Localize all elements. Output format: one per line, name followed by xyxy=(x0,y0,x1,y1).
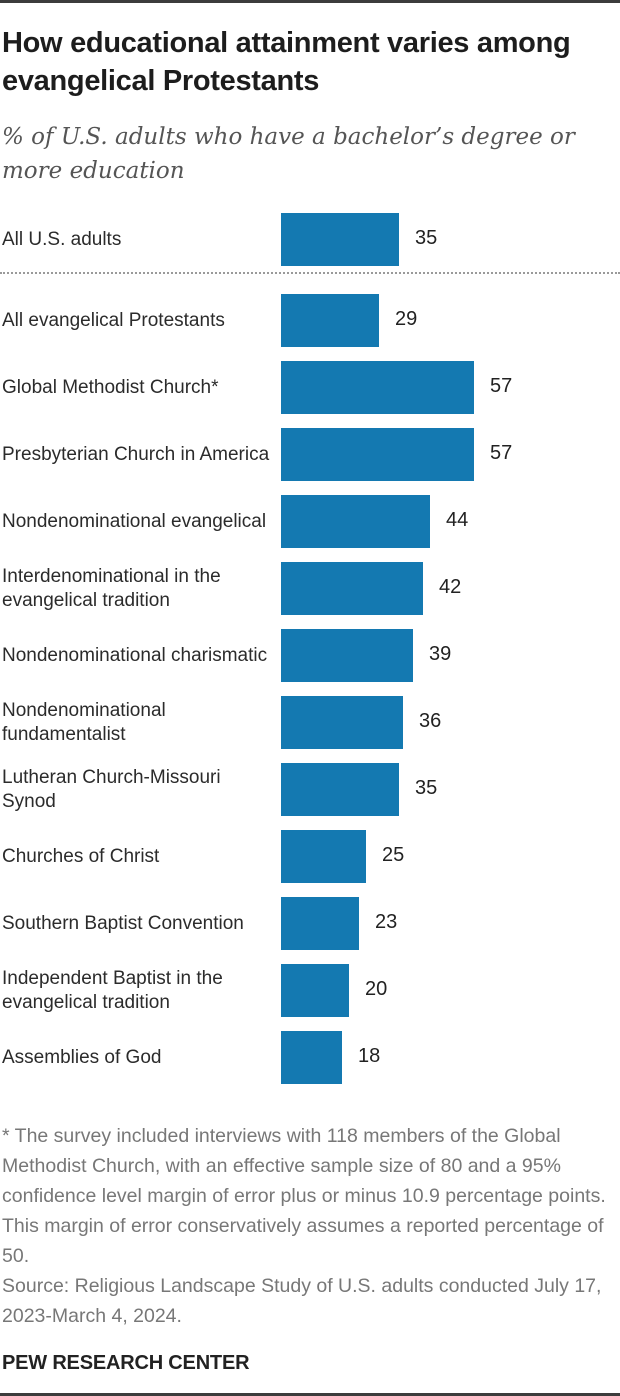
row-label: Independent Baptist in the evangelical t… xyxy=(2,968,223,1013)
row-label: Lutheran Church-Missouri Synod xyxy=(2,767,221,812)
row-label: Interdenominational in the evangelical t… xyxy=(2,566,221,611)
chart-row: Nondenominational charismatic 39 xyxy=(0,629,620,682)
footnote-source: Source: Religious Landscape Study of U.S… xyxy=(2,1275,602,1327)
bar xyxy=(281,562,423,615)
chart-row: Lutheran Church-Missouri Synod 35 xyxy=(0,763,620,816)
dotted-divider xyxy=(0,272,620,274)
top-rule xyxy=(0,0,620,3)
value-label: 23 xyxy=(375,911,398,933)
value-label: 25 xyxy=(382,844,405,866)
bar xyxy=(281,294,379,347)
value-label: 36 xyxy=(419,710,442,732)
bar xyxy=(281,1031,342,1084)
value-label: 57 xyxy=(490,375,513,397)
row-label: Nondenominational charismatic xyxy=(2,645,268,666)
chart-row: Interdenominational in the evangelical t… xyxy=(0,562,620,615)
chart-row: Presbyterian Church in America 57 xyxy=(0,428,620,481)
chart-row: Nondenominational fundamentalist 36 xyxy=(0,696,620,749)
bottom-rule xyxy=(0,1393,620,1396)
value-label: 29 xyxy=(395,308,418,330)
brand-logo-text: PEW RESEARCH CENTER xyxy=(2,1352,250,1374)
row-label: Churches of Christ xyxy=(2,846,160,867)
footnote-note: * The survey included interviews with 11… xyxy=(2,1125,606,1267)
row-label: Nondenominational fundamentalist xyxy=(2,700,166,745)
bar xyxy=(281,629,413,682)
bar xyxy=(281,696,403,749)
value-label: 42 xyxy=(439,576,462,598)
bar xyxy=(281,361,474,414)
chart-row: Nondenominational evangelical 44 xyxy=(0,495,620,548)
chart-row: Independent Baptist in the evangelical t… xyxy=(0,964,620,1017)
chart-row: Global Methodist Church* 57 xyxy=(0,361,620,414)
chart-subtitle: % of U.S. adults who have a bachelor’s d… xyxy=(2,124,575,184)
bar xyxy=(281,897,359,950)
row-label: Nondenominational evangelical xyxy=(2,511,267,532)
value-label: 44 xyxy=(446,509,469,531)
bar xyxy=(281,763,399,816)
value-label: 35 xyxy=(415,227,438,249)
value-label: 20 xyxy=(365,978,388,1000)
footnote: * The survey included interviews with 11… xyxy=(2,1121,618,1331)
bar xyxy=(281,495,430,548)
chart-row: Churches of Christ 25 xyxy=(0,830,620,883)
value-label: 35 xyxy=(415,777,438,799)
row-label: All U.S. adults xyxy=(2,229,122,250)
bar xyxy=(281,213,399,266)
chart-title: How educational attainment varies among … xyxy=(2,27,571,97)
chart-row: Assemblies of God 18 xyxy=(0,1031,620,1084)
row-label: All evangelical Protestants xyxy=(2,310,225,331)
value-label: 57 xyxy=(490,442,513,464)
chart-row: All U.S. adults 35 xyxy=(0,213,620,266)
bar xyxy=(281,830,366,883)
row-label: Global Methodist Church* xyxy=(2,377,219,398)
row-label: Assemblies of God xyxy=(2,1047,162,1068)
chart-row: All evangelical Protestants 29 xyxy=(0,294,620,347)
row-label: Southern Baptist Convention xyxy=(2,913,244,934)
value-label: 39 xyxy=(429,643,452,665)
bar xyxy=(281,964,349,1017)
value-label: 18 xyxy=(358,1045,381,1067)
chart-row: Southern Baptist Convention 23 xyxy=(0,897,620,950)
bar xyxy=(281,428,474,481)
row-label: Presbyterian Church in America xyxy=(2,444,270,465)
